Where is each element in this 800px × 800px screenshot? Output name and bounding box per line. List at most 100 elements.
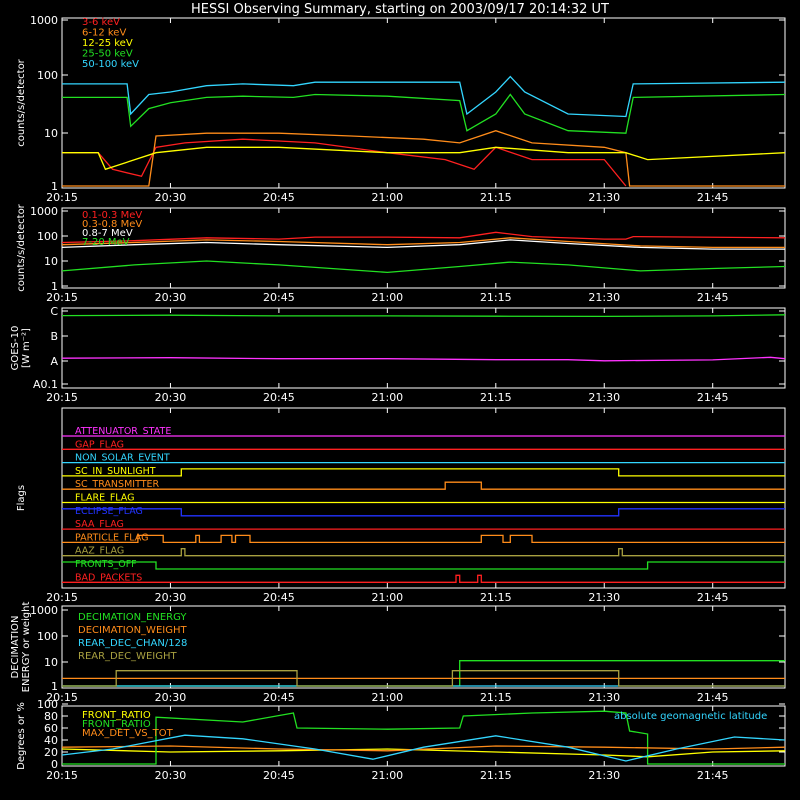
xray-panel: 20:15 20:30 20:45 21:00 21:15 21:30 21:45 count…: [16, 14, 786, 204]
flags-x-tick-label: 20:15: [46, 591, 78, 604]
decimation-frame: [61, 605, 786, 689]
xray-legend-6-12-kev: 6-12 keV: [82, 28, 126, 39]
gamma-series-0-8-7-mev-line: [61, 239, 785, 250]
ratios-x-tick-label: 20:30: [155, 769, 187, 782]
gamma-legend-7-20-mev: 7-20 MeV: [82, 237, 130, 248]
decimation-legend-decimation-energy: DECIMATION_ENERGY: [78, 612, 187, 623]
goes-x-tick-label: 20:30: [155, 391, 187, 404]
flags-legend-non-solar-event: NON_SOLAR_EVENT: [75, 453, 170, 464]
goes-panel: 20:15 20:30 20:45 21:00 21:15 21:30 21:45 GOES-…: [10, 305, 786, 404]
gamma-legend-0-3-0-8-mev: 0.3-0.8 MeV: [82, 219, 142, 230]
flags-frame: [61, 407, 786, 589]
flags-legend-sc-transmitter: SC_TRANSMITTER: [75, 479, 160, 490]
ratios-ylabel: Degrees or %: [16, 702, 27, 770]
xray-series-25-50-kev-line: [62, 93, 786, 134]
xray-legend-25-50-kev: 25-50 keV: [82, 49, 133, 60]
xray-y-tick-label: 100: [37, 69, 58, 82]
gamma-series-7-20-mev-line: [61, 260, 786, 274]
xray-series-6-12-kev-line: [62, 130, 785, 187]
xray-legend-3-6-kev: 3-6 keV: [82, 17, 120, 28]
decimation-ylabel-2: ENERGY or weight: [21, 602, 32, 693]
gamma-series-0-3-0-8-mev-line: [61, 237, 785, 249]
xray-y-tick-label: 1: [51, 180, 58, 193]
flags-x-tick-label: 21:15: [480, 591, 512, 604]
goes-x-tick-label: 21:45: [697, 391, 729, 404]
ratios-x-tick-label: 21:15: [480, 769, 512, 782]
flags-series-sc-in-sunlight-line: [62, 468, 785, 477]
flags-ylabel: Flags: [16, 485, 27, 511]
decimation-x-tick-label: 20:30: [155, 691, 187, 704]
gamma-x-tick-label: 20:15: [46, 291, 78, 304]
goes-ylabel-2: [W m⁻²]: [21, 328, 32, 368]
flags-legend-gap-flag: GAP_FLAG: [75, 439, 124, 450]
xray-x-tick-label: 20:30: [155, 191, 187, 204]
xray-x-tick-label: 21:15: [480, 191, 512, 204]
flags-legend-fronts-off: FRONTS_OFF: [75, 559, 137, 570]
flags-x-tick-label: 21:30: [588, 591, 620, 604]
flags-series-bad-packets-line: [62, 574, 785, 583]
decimation-series-decimation-energy-line: [62, 660, 785, 687]
flags-legend-flare-flag: FLARE_FLAG: [75, 493, 135, 504]
decimation-x-tick-label: 20:15: [46, 691, 78, 704]
ratios-y-tick-label: 20: [44, 746, 58, 759]
goes-y-tick-label: C: [50, 305, 58, 318]
flags-x-tick-label: 20:45: [263, 591, 295, 604]
goes-y-tick-label: A0.1: [33, 378, 58, 391]
goes-x-tick-label: 21:00: [371, 391, 403, 404]
xray-x-tick-label: 21:45: [697, 191, 729, 204]
xray-y-tick-label: 10: [44, 127, 58, 140]
decimation-x-tick-label: 21:15: [480, 691, 512, 704]
gamma-y-tick-label: 1: [51, 280, 58, 293]
ratios-legend-front-ratio-0: FRONT_RATIO: [82, 710, 151, 721]
xray-legend-12-25-kev: 12-25 keV: [82, 38, 133, 49]
ratios-x-tick-label: 21:45: [697, 769, 729, 782]
decimation-y-tick-label: 100: [37, 630, 58, 643]
ratios-series-max-det-vs-tot-line: [61, 745, 786, 752]
ratios-panel: 20:15 20:30 20:45 21:00 21:15 21:30 21:45 Degre…: [16, 698, 786, 782]
xray-series-3-6-kev-line: [62, 138, 627, 187]
gamma-x-tick-label: 21:45: [697, 291, 729, 304]
ratios-y-tick-label: 100: [37, 698, 58, 711]
gamma-legend-0-1-0-3-mev: 0.1-0.3 MeV: [82, 210, 142, 221]
ratios-legend-absolute-geomagnetic-latitude-3: absolute geomagnetic latitude: [614, 711, 767, 722]
flags-series-fronts-off-line: [62, 561, 785, 570]
gamma-x-tick-label: 21:30: [588, 291, 620, 304]
xray-legend-50-100-kev: 50-100 keV: [82, 59, 139, 70]
xray-y-tick-label: 1000: [30, 14, 58, 27]
flags-legend-eclipse-flag: ECLIPSE_FLAG: [75, 506, 143, 517]
xray-series-50-100-kev-line: [62, 75, 786, 118]
flags-panel: 20:15 20:30 20:45 21:00 21:15 21:30 21:45 Flags…: [16, 407, 786, 604]
gamma-x-tick-label: 20:30: [155, 291, 187, 304]
ratios-x-tick-label: 21:00: [371, 769, 403, 782]
flags-series-aaz-flag-line: [62, 548, 785, 557]
xray-x-tick-label: 21:00: [371, 191, 403, 204]
decimation-x-tick-label: 21:30: [588, 691, 620, 704]
goes-x-tick-label: 21:15: [480, 391, 512, 404]
figure-title: HESSI Observing Summary, starting on 200…: [191, 2, 609, 17]
flags-legend-bad-packets: BAD_PACKETS: [75, 572, 142, 583]
flags-series-sc-transmitter-line: [62, 481, 785, 490]
ratios-y-tick-label: 0: [51, 758, 58, 771]
xray-series-12-25-kev-line: [62, 146, 786, 171]
gamma-y-tick-label: 1000: [30, 205, 58, 218]
flags-series-eclipse-flag-line: [62, 508, 785, 517]
ratios-series-front-ratio-line: [62, 710, 785, 765]
decimation-y-tick-label: 1000: [30, 604, 58, 617]
xray-x-tick-label: 20:15: [46, 191, 78, 204]
decimation-legend-rear-dec-chan-128: REAR_DEC_CHAN/128: [78, 638, 187, 649]
ratios-series-front-ratio-line: [61, 748, 786, 758]
panels: 20:15 20:30 20:45 21:00 21:15 21:30 21:45 count…: [10, 14, 786, 782]
gamma-legend-0-8-7-mev: 0.8-7 MeV: [82, 228, 133, 239]
ratios-y-tick-label: 60: [44, 722, 58, 735]
decimation-x-tick-label: 21:00: [371, 691, 403, 704]
decimation-ylabel-1: DECIMATION: [10, 615, 21, 678]
gamma-y-tick-label: 10: [44, 255, 58, 268]
ratios-legend-front-ratio-1: FRONT_RATIO: [82, 719, 151, 730]
gamma-series-0-1-0-3-mev-line: [61, 231, 786, 244]
decimation-panel: 20:15 20:30 20:45 21:00 21:15 21:30 21:45 DECIM…: [10, 602, 786, 704]
decimation-legend-decimation-weight: DECIMATION_WEIGHT: [78, 625, 187, 636]
gamma-panel: 20:15 20:30 20:45 21:00 21:15 21:30 21:45 count…: [16, 203, 786, 304]
flags-series-particle-flag-line: [62, 534, 785, 544]
decimation-series-rear-dec-weight-line: [62, 670, 785, 687]
gamma-x-tick-label: 21:15: [480, 291, 512, 304]
